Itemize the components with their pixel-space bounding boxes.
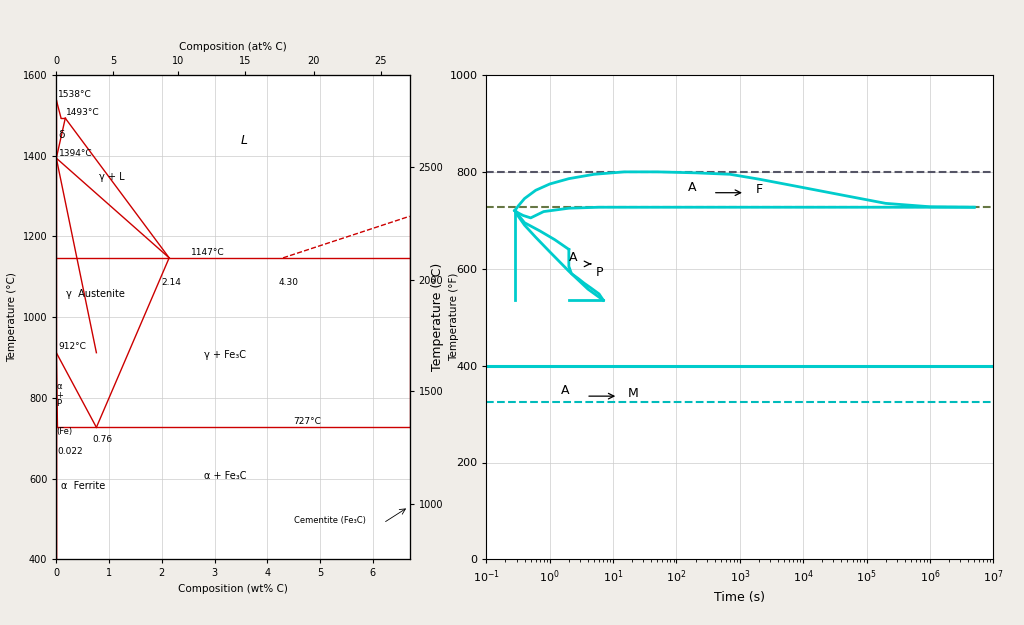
X-axis label: Composition (at% C): Composition (at% C) [179,42,287,52]
Text: 0.76: 0.76 [92,436,113,444]
Text: α  Ferrite: α Ferrite [60,481,104,491]
Text: F: F [756,182,763,196]
Text: γ  Austenite: γ Austenite [66,289,125,299]
Text: 727°C: 727°C [294,417,322,426]
Text: M: M [628,387,638,400]
Text: P: P [596,266,604,279]
Text: 912°C: 912°C [58,342,86,351]
Y-axis label: Temperature (°C): Temperature (°C) [431,263,443,371]
Text: A: A [561,384,569,397]
Text: L: L [241,134,248,147]
X-axis label: Time (s): Time (s) [715,591,765,604]
Text: A: A [688,181,696,194]
Text: α
+
P: α + P [56,382,63,408]
Y-axis label: Temperature (°F): Temperature (°F) [449,273,459,361]
Text: (Fe): (Fe) [56,428,73,436]
Text: 4.30: 4.30 [279,278,299,287]
Y-axis label: Temperature (°C): Temperature (°C) [7,272,17,362]
Text: 0.022: 0.022 [57,447,83,456]
Text: 1538°C: 1538°C [58,90,92,99]
Text: 1147°C: 1147°C [190,248,224,257]
Text: α + Fe₃C: α + Fe₃C [204,471,247,481]
Text: 2.14: 2.14 [162,278,181,287]
X-axis label: Composition (wt% C): Composition (wt% C) [178,584,288,594]
Text: δ: δ [58,129,65,139]
Text: Cementite (Fe₃C): Cementite (Fe₃C) [294,516,366,525]
Text: A: A [569,251,578,264]
Text: 1493°C: 1493°C [67,108,100,118]
Text: γ + Fe₃C: γ + Fe₃C [204,349,246,359]
Text: 1394°C: 1394°C [59,149,92,158]
Text: γ + L: γ + L [98,172,124,182]
